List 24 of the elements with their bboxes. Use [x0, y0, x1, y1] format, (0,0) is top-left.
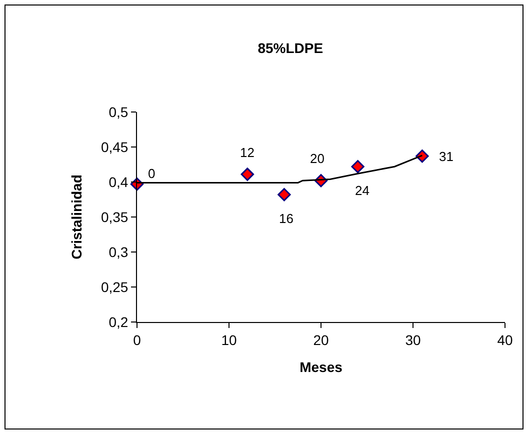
y-tick-label: 0,5 [108, 104, 128, 120]
annotation: 0 [148, 166, 156, 181]
point [351, 160, 364, 174]
x-axis-title: Meses [300, 359, 343, 376]
annotation: 24 [355, 183, 370, 198]
y-tick-label: 0,3 [108, 244, 128, 260]
x-tick-label: 30 [405, 332, 421, 348]
point [240, 168, 254, 181]
y-axis-title: Cristalinidad [68, 174, 85, 260]
y-tick-label: 0,35 [100, 208, 128, 225]
annotation: 20 [310, 151, 324, 166]
annotation: 31 [439, 149, 454, 164]
y-tick-label: 0,2 [108, 314, 128, 330]
y-tick-label: 0,45 [100, 138, 128, 155]
chart-title: 85%LDPE [258, 40, 324, 56]
y-tick-label: 0,25 [100, 278, 128, 295]
x-tick-label: 20 [313, 332, 329, 348]
annotation: 12 [240, 145, 254, 160]
point [278, 188, 291, 202]
x-tick-label: 40 [497, 332, 513, 348]
annotation: 16 [279, 211, 294, 226]
x-tick-label: 0 [133, 332, 142, 348]
y-tick-label: 0,4 [108, 174, 128, 190]
x-tick-label: 10 [221, 332, 237, 348]
